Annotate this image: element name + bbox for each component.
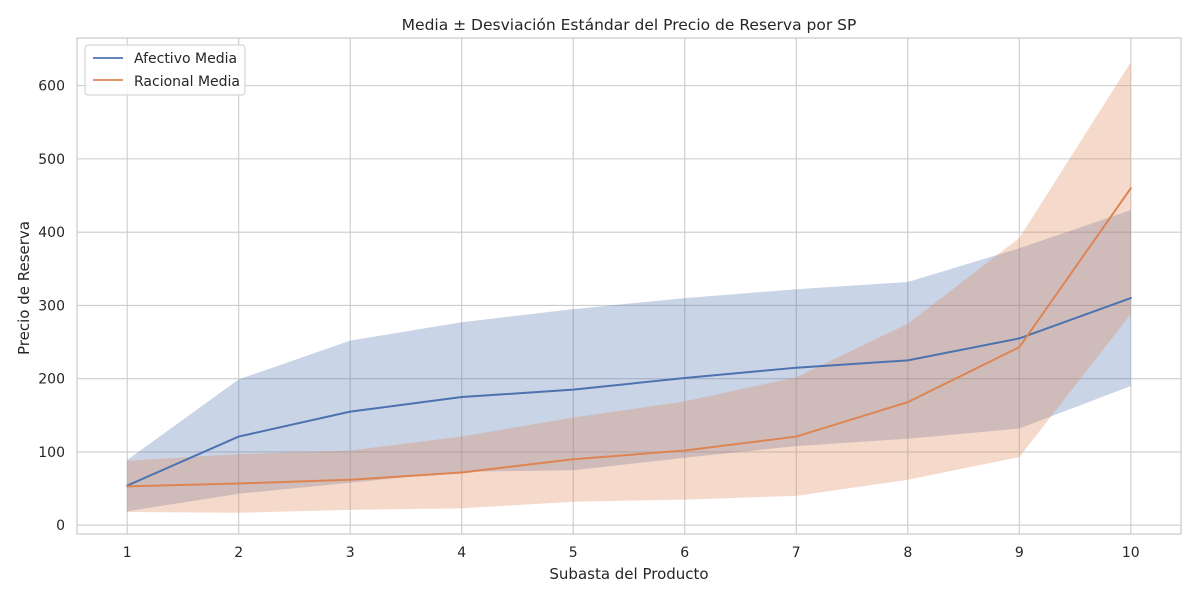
x-tick-label: 5	[569, 545, 578, 561]
std-band-afectivo-media	[127, 210, 1131, 512]
legend: Afectivo Media Racional Media	[84, 44, 246, 96]
x-tick-label: 2	[234, 545, 243, 561]
y-tick-labels: 0 100 200 300 400 500 600	[38, 79, 65, 535]
plot-frame	[76, 37, 1182, 535]
x-tick-label: 1	[123, 545, 132, 561]
x-axis-label: Subasta del Producto	[549, 565, 708, 583]
series-line-afectivo-media	[126, 297, 1132, 487]
series-line-racional-media	[126, 187, 1132, 488]
chart-title: Media ± Desviación Estándar del Precio d…	[402, 16, 857, 34]
x-tick-label: 10	[1122, 545, 1140, 561]
x-tick-label: 6	[680, 545, 689, 561]
x-tick-labels: 1 2 3 4 5 6 7 8 9 10	[123, 545, 1140, 561]
legend-label-afectivo: Afectivo Media	[134, 51, 237, 67]
y-tick-label: 600	[38, 79, 65, 95]
grid-lines	[77, 38, 1181, 534]
legend-box	[84, 44, 246, 96]
x-tick-label: 4	[457, 545, 466, 561]
x-tick-label: 7	[792, 545, 801, 561]
y-tick-label: 0	[56, 518, 65, 534]
std-band-racional-media	[127, 62, 1131, 513]
y-tick-label: 100	[38, 445, 65, 461]
y-tick-label: 300	[38, 298, 65, 314]
mean-lines	[126, 187, 1132, 488]
y-axis-label: Precio de Reserva	[15, 221, 33, 355]
y-tick-label: 500	[38, 152, 65, 168]
y-tick-label: 400	[38, 225, 65, 241]
x-tick-label: 3	[346, 545, 355, 561]
std-bands	[127, 62, 1131, 513]
y-tick-label: 200	[38, 372, 65, 388]
x-tick-label: 8	[903, 545, 912, 561]
x-tick-label: 9	[1015, 545, 1024, 561]
legend-label-racional: Racional Media	[134, 74, 240, 90]
